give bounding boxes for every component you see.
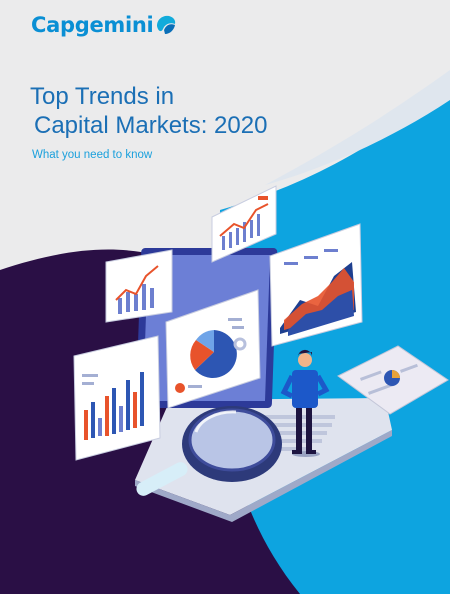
report-subtitle: What you need to know <box>32 149 153 161</box>
area-chart-icon <box>269 223 363 347</box>
spade-logo-icon <box>157 15 176 34</box>
capgemini-logo[interactable]: Capgemini <box>31 13 177 37</box>
magnifier-icon <box>136 406 282 496</box>
title-line-1: Top Trends in <box>30 83 175 110</box>
pie-chart-icon <box>165 289 261 409</box>
document-card <box>337 345 449 415</box>
logo-wordmark: Capgemini <box>31 13 154 37</box>
analyst-figure <box>280 349 330 457</box>
title-line-2: Capital Markets: 2020 <box>34 112 268 139</box>
report-title: Top Trends in Capital Markets: 2020 <box>30 82 267 140</box>
bar-chart-icon <box>73 335 161 461</box>
line-chart-icon <box>105 249 173 323</box>
line-chart-icon-2 <box>211 185 277 263</box>
